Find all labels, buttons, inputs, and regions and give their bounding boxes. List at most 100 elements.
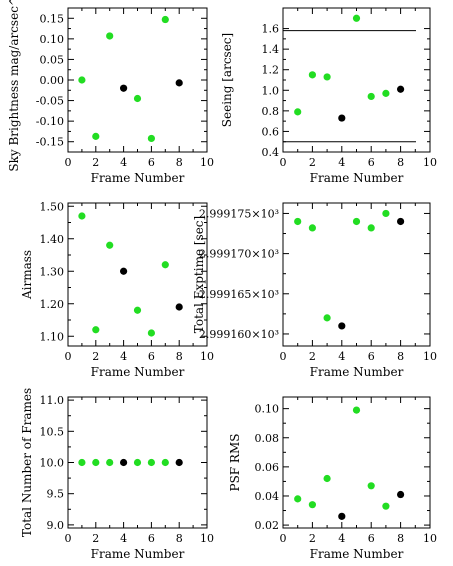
x-tick-label: 0 — [280, 350, 287, 363]
x-tick-label: 8 — [176, 156, 183, 169]
y-tick-label: -0.15 — [36, 136, 64, 149]
data-point — [106, 241, 114, 249]
data-point — [133, 458, 142, 467]
y-tick-label: -0.10 — [36, 115, 64, 128]
y-axis-label: Total Exptime [sec] — [192, 216, 206, 333]
data-point — [133, 306, 142, 314]
x-tick-label: 2 — [92, 532, 99, 545]
panel-nframes: 0 2 4 6 8 10 9.0 9.5 10.0 10.5 11.0 Frame Number Tot… — [20, 388, 214, 561]
panel-psf: 0 2 4 6 8 10 0.02 0.04 0.06 0.08 0.10 Frame Number P… — [228, 396, 437, 561]
y-tick-label: 1.6 — [262, 23, 280, 36]
data-point — [352, 406, 361, 414]
x-tick-label: 6 — [368, 532, 375, 545]
data-point — [133, 94, 142, 103]
y-tick-label: 1.10 — [40, 330, 65, 343]
y-tick-label: 1.2 — [262, 64, 280, 77]
y-axis-label: Total Number of Frames — [20, 388, 34, 537]
data-point — [120, 458, 128, 467]
x-tick-label: 8 — [176, 350, 183, 363]
x-tick-label: 8 — [397, 532, 404, 545]
data-point — [78, 458, 86, 467]
y-tick-label: 0.06 — [255, 461, 280, 474]
data-point — [352, 14, 361, 22]
data-point — [308, 224, 316, 232]
x-tick-label: 2 — [309, 532, 316, 545]
y-tick-label: 0.08 — [255, 432, 280, 445]
y-tick-label: 0.00 — [40, 74, 65, 87]
y-axis-label: Seeing [arcsec] — [220, 33, 234, 127]
data-point — [294, 495, 302, 503]
data-point — [92, 326, 100, 334]
data-point — [147, 458, 155, 467]
x-tick-label: 6 — [148, 350, 155, 363]
x-tick-label: 4 — [338, 156, 345, 169]
data-point — [92, 132, 100, 140]
x-tick-label: 6 — [148, 156, 155, 169]
data-point — [397, 217, 405, 226]
x-tick-label: 2 — [309, 156, 316, 169]
data-point — [78, 212, 86, 220]
x-tick-label: 6 — [368, 350, 375, 363]
data-point — [106, 458, 114, 467]
y-tick-label: 0.02 — [255, 519, 280, 532]
x-tick-label: 4 — [120, 350, 127, 363]
x-tick-label: 4 — [338, 532, 345, 545]
x-tick-label: 2 — [309, 350, 316, 363]
x-tick-label: 0 — [65, 350, 72, 363]
x-tick-label: 0 — [65, 532, 72, 545]
data-point — [397, 85, 405, 93]
data-point — [397, 490, 405, 499]
y-tick-label: 1.30 — [40, 265, 65, 278]
data-point — [294, 217, 302, 226]
plot-frame — [282, 396, 431, 529]
y-tick-label: 2.999160×10³ — [199, 328, 279, 341]
data-point — [367, 482, 375, 490]
data-point — [78, 76, 86, 84]
panel-seeing: 0 2 4 6 8 10 0.4 0.6 0.8 1.0 1.2 1.4 1.6 Frame Number… — [220, 7, 437, 185]
data-point — [323, 73, 331, 81]
y-tick-label: 0.10 — [255, 403, 280, 416]
data-point — [323, 314, 331, 322]
data-point — [175, 458, 183, 467]
y-tick-label: 1.4 — [262, 43, 280, 56]
x-axis-label: Frame Number — [91, 365, 185, 379]
x-tick-label: 10 — [423, 532, 437, 545]
data-point — [382, 502, 390, 510]
x-axis-label: Frame Number — [91, 171, 185, 185]
data-point — [161, 261, 169, 269]
x-tick-label: 4 — [120, 156, 127, 169]
data-point — [294, 108, 302, 116]
y-tick-label: 1.20 — [40, 298, 65, 311]
data-point — [338, 322, 346, 330]
x-tick-label: 0 — [280, 156, 287, 169]
y-axis-label: Sky Brightness mag/arcsec^2 — [7, 0, 21, 172]
y-tick-label: 0.15 — [40, 12, 65, 25]
x-axis-label: Frame Number — [310, 365, 404, 379]
y-tick-label: 1.0 — [262, 84, 280, 97]
data-point — [175, 79, 183, 87]
y-tick-label: 0.8 — [262, 105, 280, 118]
data-point — [120, 84, 128, 92]
plot-frame — [67, 7, 208, 153]
x-tick-label: 10 — [200, 532, 214, 545]
plot-frame — [282, 7, 431, 153]
data-point — [367, 224, 375, 232]
data-point — [308, 501, 316, 509]
y-tick-label: 1.50 — [40, 200, 65, 213]
data-point — [175, 303, 183, 311]
y-tick-label: 9.5 — [47, 488, 65, 501]
data-point — [120, 267, 128, 275]
data-point — [147, 134, 155, 143]
x-axis-label: Frame Number — [310, 547, 404, 561]
data-point — [338, 512, 346, 520]
x-tick-label: 8 — [176, 532, 183, 545]
y-tick-label: -0.05 — [36, 95, 64, 108]
x-tick-label: 10 — [423, 350, 437, 363]
x-tick-label: 10 — [200, 156, 214, 169]
data-point — [382, 209, 390, 218]
y-tick-label: 1.40 — [40, 233, 65, 246]
data-point — [367, 92, 375, 101]
x-tick-label: 4 — [120, 532, 127, 545]
y-tick-label: 9.0 — [47, 519, 65, 532]
